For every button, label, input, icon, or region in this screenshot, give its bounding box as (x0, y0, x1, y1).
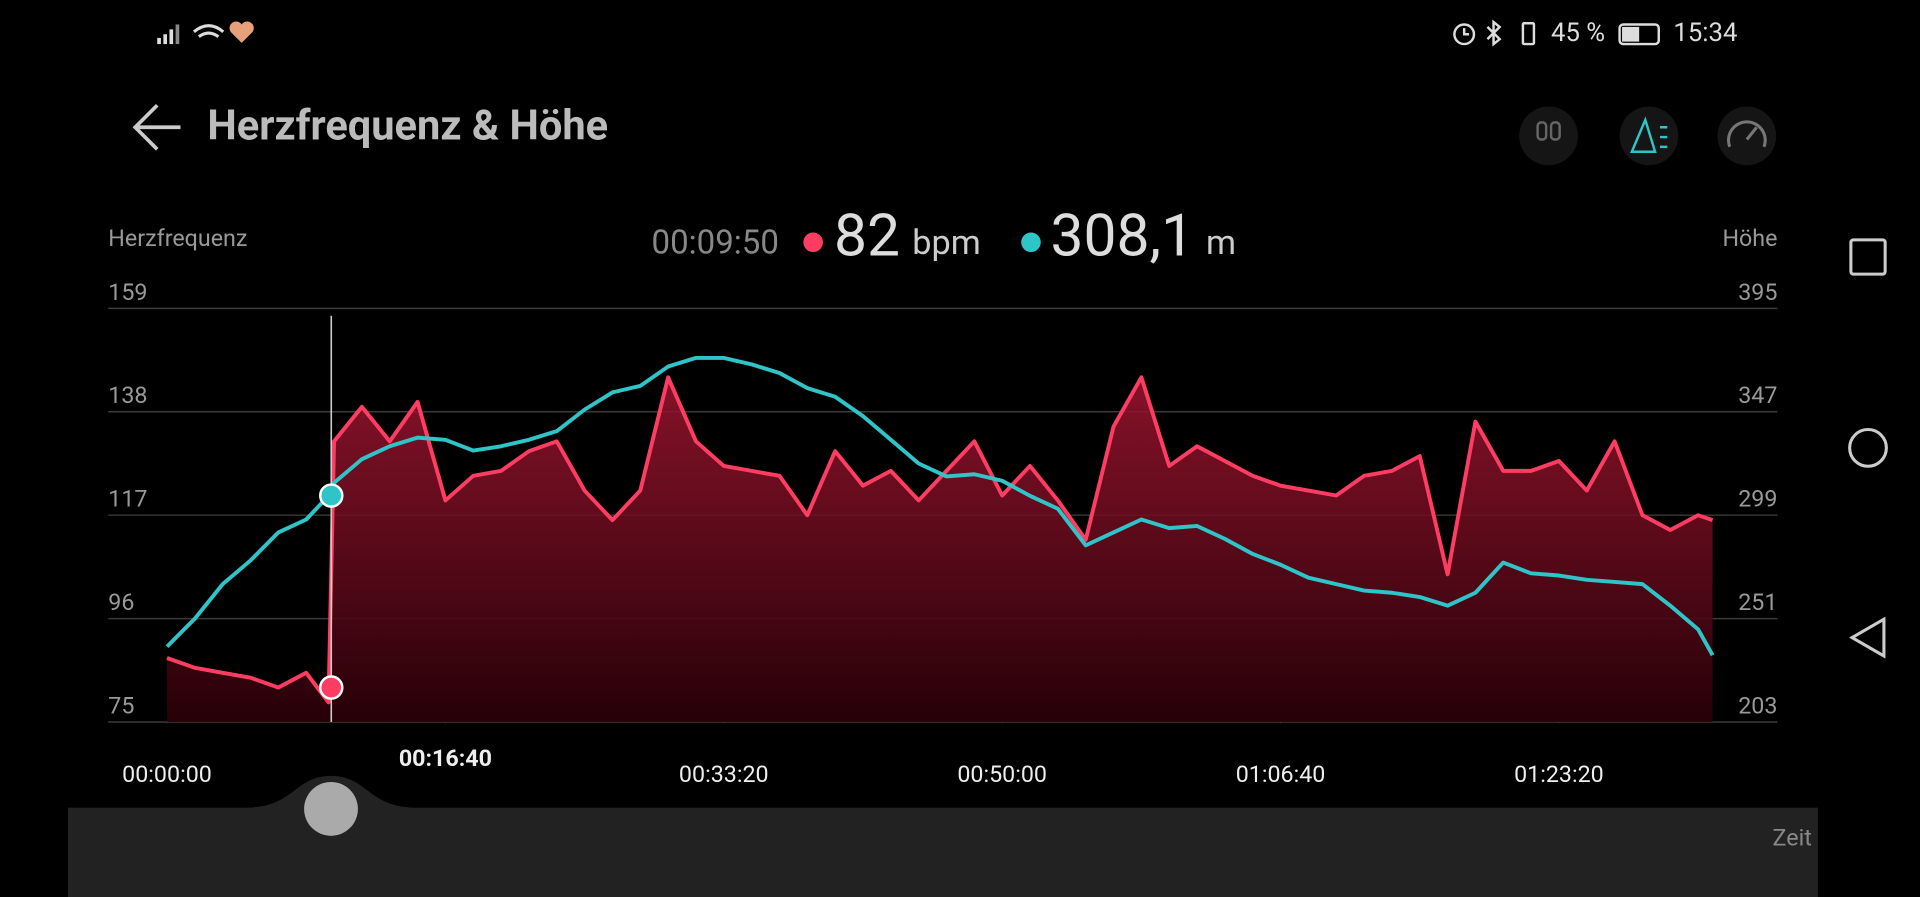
cursor-time: 00:09:50 (652, 223, 779, 262)
y-tick-label: 75 (108, 691, 134, 719)
x-tick-label: 00:16:40 (399, 744, 492, 772)
nav-home[interactable] (1848, 428, 1888, 468)
cursor-dot (319, 675, 344, 700)
y-axis-title: Herzfrequenz (108, 224, 247, 252)
page-title: Herzfrequenz & Höhe (207, 101, 608, 150)
x-tick-label: 01:23:20 (1514, 760, 1604, 788)
y2-tick-label: 251 (1738, 588, 1777, 616)
x-tick-label: 00:50:00 (957, 760, 1047, 788)
y-tick-label: 159 (108, 278, 147, 306)
status-icons-right (1453, 19, 1660, 47)
y-tick-label: 138 (108, 381, 147, 409)
area (167, 377, 1713, 723)
heart-rate-unit: bpm (912, 223, 980, 263)
legend-dot (1021, 232, 1041, 253)
cursor-dot (319, 483, 344, 508)
altitude-value: 308,1 (1051, 202, 1195, 270)
nav-back[interactable] (1849, 616, 1886, 659)
altitude-unit: m (1206, 223, 1236, 263)
legend-dot (803, 232, 823, 253)
line (165, 355, 1715, 657)
y-tick-label: 96 (108, 588, 134, 616)
time-slider-track[interactable] (67, 775, 1818, 897)
y2-axis-title: Höhe (1722, 224, 1777, 252)
nav-recent[interactable] (1849, 238, 1887, 276)
y2-tick-label: 395 (1738, 278, 1777, 306)
heart-rate-value: 82 (834, 202, 900, 270)
chart: 75 96 117 138 159 203 251 299 347 395 00:00:00 00:1… (108, 278, 1777, 788)
line (166, 375, 1714, 705)
x-tick-label: 00:00:00 (122, 760, 212, 788)
x-tick-label: 00:33:20 (679, 760, 769, 788)
battery-level: 45 % (1551, 18, 1605, 48)
back-button[interactable] (132, 103, 181, 151)
clock: 15:34 (1673, 18, 1737, 48)
x-tick-label: 01:06:40 (1236, 760, 1326, 788)
steps-button[interactable] (1519, 106, 1578, 166)
time-slider-knob[interactable] (304, 781, 358, 836)
pace-button[interactable] (1717, 106, 1777, 166)
y2-tick-label: 347 (1738, 381, 1777, 409)
status-icons-left (157, 21, 254, 45)
x-axis-title: Zeit (1773, 824, 1812, 852)
altitude-button[interactable] (1619, 106, 1679, 166)
y2-tick-label: 203 (1738, 691, 1777, 719)
y2-tick-label: 299 (1738, 485, 1777, 513)
y-tick-label: 117 (108, 485, 147, 513)
